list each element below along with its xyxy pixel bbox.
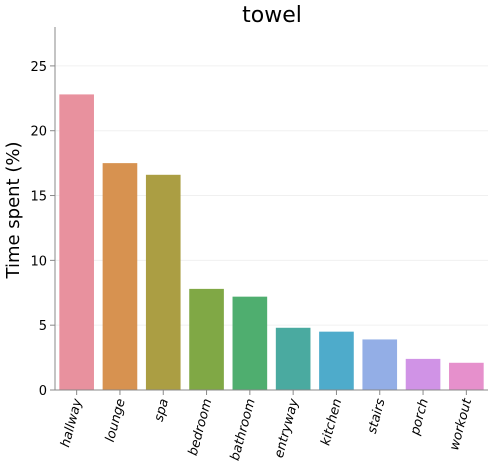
bar-bathroom: [232, 296, 268, 390]
bar-entryway: [275, 327, 311, 390]
bar-kitchen: [319, 331, 354, 390]
x-tick-label: stairs: [365, 397, 389, 435]
y-tick-label: 20: [30, 125, 47, 140]
x-tick-label: bathroom: [228, 397, 259, 462]
y-tick-label: 5: [39, 319, 47, 334]
x-tick-label: workout: [447, 396, 475, 452]
x-tick-label: kitchen: [318, 397, 345, 447]
x-tick-label: porch: [408, 397, 432, 438]
x-tick-label: entryway: [272, 397, 302, 460]
bar-workout: [449, 362, 484, 390]
x-tick-label: hallway: [58, 397, 85, 449]
bar-spa: [145, 174, 181, 390]
x-axis: hallway lounge spa bedroom bathroom entryway k…: [55, 389, 488, 462]
y-axis-label: Time spent (%): [3, 142, 24, 280]
y-tick-label: 15: [30, 190, 47, 205]
y-axis: 0 5 10 15 20 25: [30, 27, 56, 399]
bars: [59, 94, 484, 391]
bar-stairs: [362, 339, 398, 390]
chart-title: towel: [242, 3, 302, 28]
y-tick-label: 25: [30, 60, 47, 75]
bar-lounge: [102, 163, 138, 390]
x-tick-label: lounge: [103, 397, 129, 444]
x-tick-label: spa: [152, 397, 172, 423]
x-tick-label: bedroom: [186, 397, 216, 457]
bar-bedroom: [189, 288, 224, 390]
y-tick-label: 0: [39, 384, 47, 399]
y-tick-label: 10: [30, 254, 47, 269]
bar-hallway: [59, 94, 94, 391]
bar-porch: [405, 358, 441, 390]
